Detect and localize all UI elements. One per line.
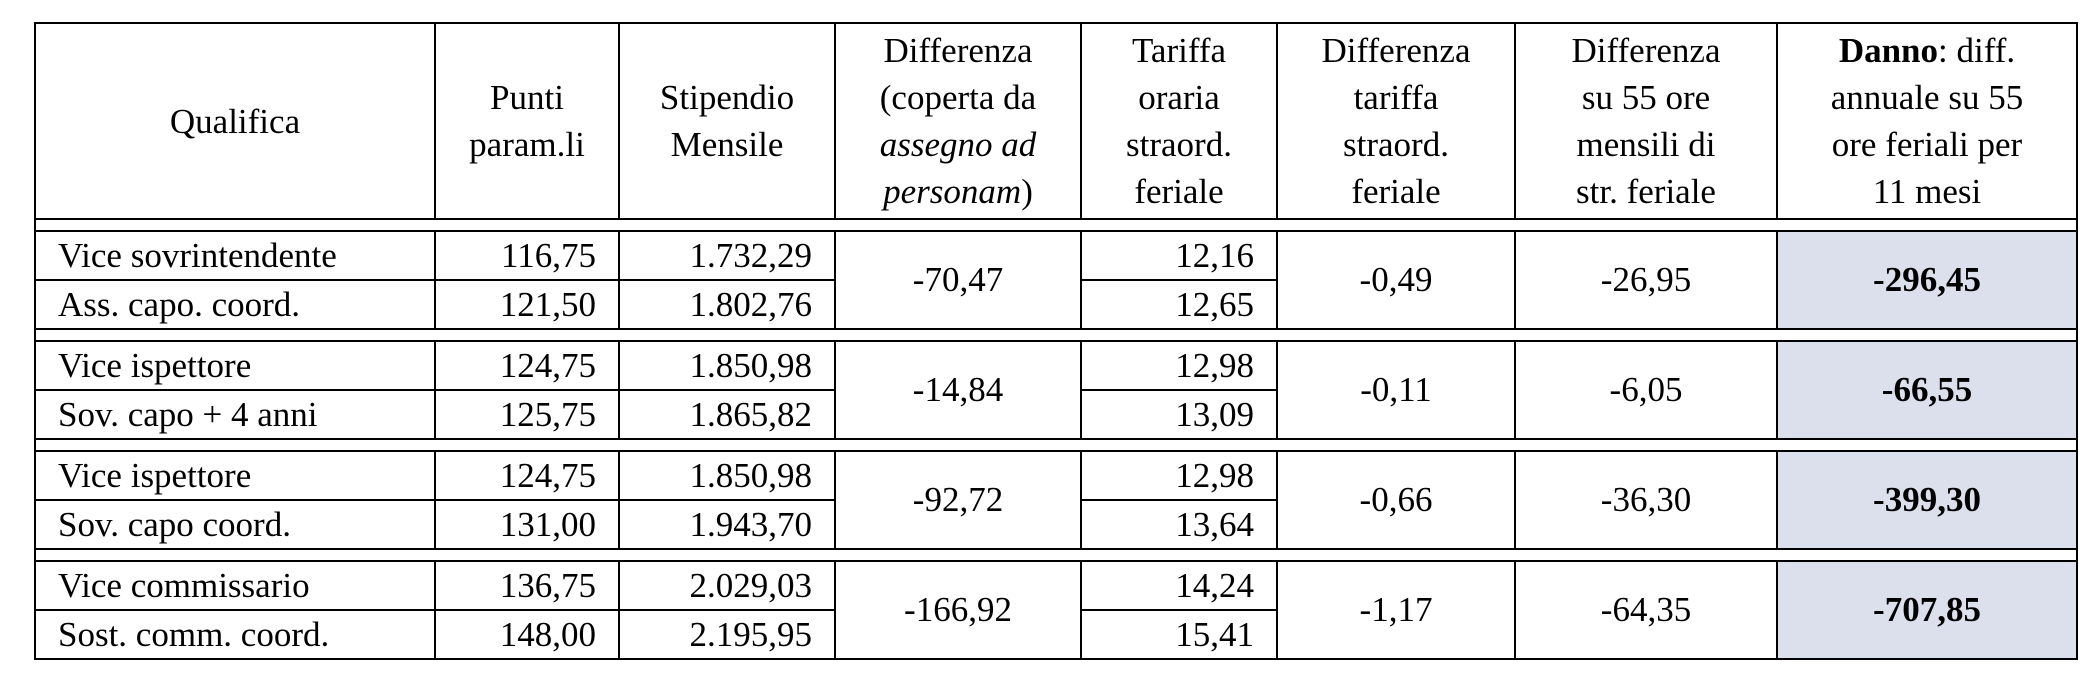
cell-diff-55: -36,30 (1514, 450, 1778, 550)
table-row: Vice sovrintendente 116,75 1.732,29 -70,… (34, 230, 2078, 330)
cell-tariffa: 12,65 (1080, 279, 1278, 330)
cell-danno: -296,45 (1776, 230, 2078, 330)
cell-punti: 136,75 (434, 560, 620, 611)
cell-tariffa: 12,98 (1080, 450, 1278, 501)
cell-qualifica: Sov. capo coord. (34, 499, 436, 550)
cell-tariffa: 12,98 (1080, 340, 1278, 391)
header-punti: Punti param.li (434, 22, 620, 220)
cell-stipendio: 1.732,29 (618, 230, 836, 281)
header-qualifica: Qualifica (34, 22, 436, 220)
cell-qualifica: Sov. capo + 4 anni (34, 389, 436, 440)
cell-punti: 124,75 (434, 340, 620, 391)
cell-differenza: -92,72 (834, 450, 1082, 550)
cell-stipendio: 2.029,03 (618, 560, 836, 611)
table-container: Qualifica Punti param.li Stipendio Mensile… (34, 22, 2078, 660)
group-separator (34, 548, 2078, 562)
cell-stipendio: 1.943,70 (618, 499, 836, 550)
group-separator (34, 438, 2078, 452)
cell-diff-tariffa: -0,66 (1276, 450, 1516, 550)
cell-qualifica: Vice ispettore (34, 450, 436, 501)
header-diff-55: Differenza su 55 ore mensili di str. fer… (1514, 22, 1778, 220)
cell-diff-55: -6,05 (1514, 340, 1778, 440)
cell-stipendio: 1.850,98 (618, 340, 836, 391)
cell-punti: 131,00 (434, 499, 620, 550)
cell-tariffa: 13,64 (1080, 499, 1278, 550)
header-stipendio: Stipendio Mensile (618, 22, 836, 220)
table-row: Vice ispettore 124,75 1.850,98 -14,84 12… (34, 340, 2078, 440)
cell-tariffa: 15,41 (1080, 609, 1278, 660)
cell-danno: -66,55 (1776, 340, 2078, 440)
cell-qualifica: Vice sovrintendente (34, 230, 436, 281)
header-tariffa: Tariffa oraria straord. feriale (1080, 22, 1278, 220)
damage-table: Qualifica Punti param.li Stipendio Mensile… (34, 22, 2078, 660)
cell-stipendio: 1.865,82 (618, 389, 836, 440)
header-danno: Danno: diff. annuale su 55 ore feriali p… (1776, 22, 2078, 220)
cell-differenza: -14,84 (834, 340, 1082, 440)
cell-diff-55: -26,95 (1514, 230, 1778, 330)
table-row: Sov. capo coord. 131,00 1.943,70 13,64 (34, 499, 2077, 550)
table-row: Sost. comm. coord. 148,00 2.195,95 15,41 (34, 609, 2077, 660)
group-separator (34, 218, 2078, 232)
cell-differenza: -70,47 (834, 230, 1082, 330)
cell-punti: 125,75 (434, 389, 620, 440)
cell-diff-55: -64,35 (1514, 560, 1778, 660)
header-differenza: Differenza (coperta da assegno ad person… (834, 22, 1082, 220)
cell-danno: -707,85 (1776, 560, 2078, 660)
cell-stipendio: 2.195,95 (618, 609, 836, 660)
cell-tariffa: 14,24 (1080, 560, 1278, 611)
cell-punti: 124,75 (434, 450, 620, 501)
cell-tariffa: 12,16 (1080, 230, 1278, 281)
cell-differenza: -166,92 (834, 560, 1082, 660)
cell-stipendio: 1.802,76 (618, 279, 836, 330)
cell-qualifica: Vice commissario (34, 560, 436, 611)
cell-punti: 116,75 (434, 230, 620, 281)
group-separator (34, 328, 2078, 342)
cell-danno: -399,30 (1776, 450, 2078, 550)
header-diff-tariffa: Differenza tariffa straord. feriale (1276, 22, 1516, 220)
table-row: Ass. capo. coord. 121,50 1.802,76 12,65 (34, 279, 2077, 330)
cell-qualifica: Vice ispettore (34, 340, 436, 391)
table-row: Sov. capo + 4 anni 125,75 1.865,82 13,09 (34, 389, 2077, 440)
cell-punti: 148,00 (434, 609, 620, 660)
cell-diff-tariffa: -1,17 (1276, 560, 1516, 660)
cell-punti: 121,50 (434, 279, 620, 330)
cell-stipendio: 1.850,98 (618, 450, 836, 501)
cell-qualifica: Ass. capo. coord. (34, 279, 436, 330)
cell-tariffa: 13,09 (1080, 389, 1278, 440)
cell-diff-tariffa: -0,49 (1276, 230, 1516, 330)
cell-qualifica: Sost. comm. coord. (34, 609, 436, 660)
table-row: Vice commissario 136,75 2.029,03 -166,92… (34, 560, 2078, 660)
cell-diff-tariffa: -0,11 (1276, 340, 1516, 440)
header-row: Qualifica Punti param.li Stipendio Mensile… (34, 22, 2078, 220)
table-row: Vice ispettore 124,75 1.850,98 -92,72 12… (34, 450, 2078, 550)
